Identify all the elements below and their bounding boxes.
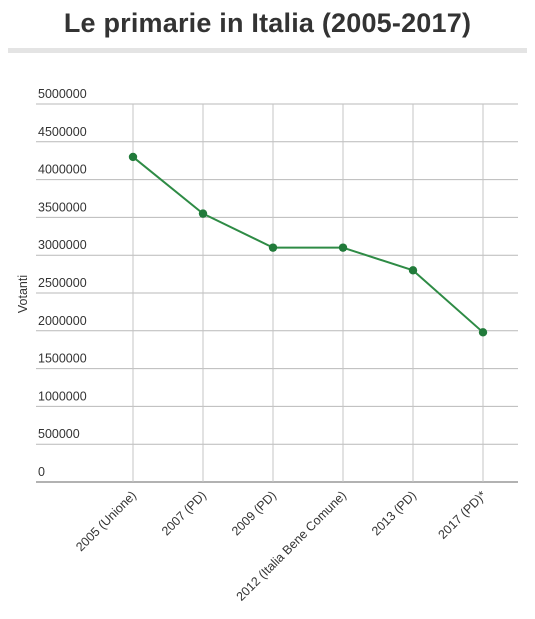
y-tick-label: 3000000: [38, 238, 87, 252]
data-point[interactable]: [198, 209, 208, 218]
data-point[interactable]: [128, 152, 138, 162]
chart-title: Le primarie in Italia (2005-2017): [63, 8, 472, 38]
y-tick-label: 0: [38, 465, 45, 479]
series-line: [132, 156, 484, 334]
y-tick-label: 5000000: [38, 87, 87, 101]
y-tick-label: 3500000: [38, 200, 87, 214]
x-tick-label: 2017 (PD)*: [435, 488, 489, 542]
y-tick-label: 1500000: [38, 352, 87, 366]
y-tick-label: 1000000: [38, 389, 87, 403]
x-tick-label: 2009 (PD): [229, 488, 279, 538]
y-axis-label: Votanti: [16, 275, 30, 313]
data-series: [128, 152, 488, 337]
data-point[interactable]: [268, 243, 278, 252]
data-point[interactable]: [478, 328, 488, 337]
grid-lines: [36, 103, 518, 483]
y-tick-labels: 0 500000 1000000 1500000 2000000 2500000 30000…: [38, 87, 87, 479]
y-tick-label: 500000: [38, 427, 80, 441]
y-tick-label: 2500000: [38, 276, 87, 290]
y-tick-label: 2000000: [38, 314, 87, 328]
x-tick-label: 2013 (PD): [369, 488, 419, 538]
x-tick-label: 2007 (PD): [159, 488, 209, 538]
y-tick-label: 4000000: [38, 163, 87, 177]
y-tick-label: 4500000: [38, 125, 87, 139]
x-tick-labels: 2005 (Unione) 2007 (PD) 2009 (PD)2012 (Ita…: [73, 488, 489, 604]
x-tick-label: 2005 (Unione): [73, 488, 139, 554]
title-divider: [8, 48, 527, 53]
data-point[interactable]: [408, 266, 418, 275]
data-point[interactable]: [338, 243, 348, 252]
